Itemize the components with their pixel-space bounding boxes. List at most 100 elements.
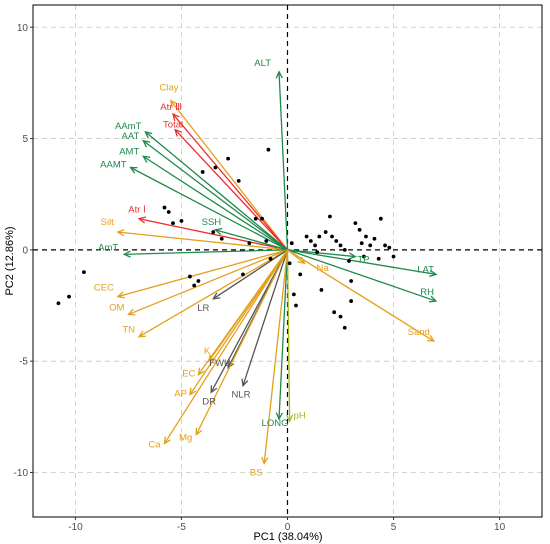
score-point <box>334 239 339 243</box>
vector-label: AAT <box>122 131 140 142</box>
vector-label: Sand <box>408 327 430 338</box>
vector-label: TP <box>357 255 369 266</box>
vector-clay-line <box>170 100 289 251</box>
score-point <box>192 283 197 288</box>
score-point <box>213 165 218 170</box>
vector-label: AmT <box>98 242 118 253</box>
score-points <box>56 147 396 330</box>
score-point <box>391 254 396 259</box>
x-axis-ticks: -10 -5 0 5 10 <box>68 517 506 533</box>
score-point <box>315 250 320 254</box>
vector-arrowhead <box>208 354 216 363</box>
grid <box>33 5 542 517</box>
score-point <box>368 243 373 248</box>
vector-label: Atr Ⅲ <box>160 102 181 113</box>
vector-atr-ⅰ-line <box>138 218 288 251</box>
vector-cec-line <box>117 249 288 298</box>
y-tick-label: 0 <box>22 245 28 256</box>
score-point <box>162 205 167 210</box>
vector-arrowhead <box>127 308 136 316</box>
y-tick-label: 10 <box>17 23 29 34</box>
vector-label: OM <box>109 302 124 313</box>
vector-arrowhead <box>163 436 171 445</box>
vector-label: FWU <box>209 358 231 369</box>
score-point <box>196 279 201 283</box>
vector-label: BS <box>250 468 263 479</box>
x-tick-label: 0 <box>285 522 291 533</box>
score-point <box>294 303 298 308</box>
y-tick-label: 5 <box>22 134 28 145</box>
x-tick-label: 10 <box>494 522 506 533</box>
vector-label: NLR <box>231 390 250 401</box>
x-tick-label: -5 <box>177 522 186 533</box>
vector-label: LONG <box>262 418 289 429</box>
vector-om-line <box>128 249 288 316</box>
vector-label: Atr Ⅰ <box>128 205 146 216</box>
vector-arrowhead <box>212 292 221 300</box>
y-axis-title: PC2 (12.86%) <box>4 226 16 295</box>
score-point <box>289 241 294 246</box>
vector-label: AP <box>174 389 187 400</box>
score-point <box>247 241 252 246</box>
score-point <box>338 314 343 319</box>
vector-label: CEC <box>94 283 114 294</box>
score-point <box>357 227 362 232</box>
score-point <box>298 272 303 277</box>
score-point <box>268 256 273 261</box>
y-axis-ticks: -10 -5 0 5 10 <box>14 23 33 479</box>
vector-tp-line <box>287 249 356 258</box>
vector-arrowhead <box>142 155 151 163</box>
score-point <box>364 234 368 239</box>
vector-arrowhead <box>189 387 197 396</box>
score-point <box>378 216 383 221</box>
score-point <box>266 147 271 152</box>
score-point <box>56 301 61 306</box>
vector-arrowhead <box>429 269 438 277</box>
vector-arrowhead <box>137 330 147 338</box>
score-point <box>342 247 347 252</box>
vector-label: Total <box>163 120 183 131</box>
x-axis-title: PC1 (38.04%) <box>253 531 322 543</box>
score-point <box>359 241 364 246</box>
vector-ap-line <box>189 249 289 395</box>
vector-label: DR <box>202 396 216 407</box>
vector-ssh-line <box>215 229 288 251</box>
score-point <box>328 214 332 219</box>
vector-arrowhead <box>227 360 235 370</box>
vector-long-line <box>278 249 289 420</box>
vector-label: LR <box>197 303 209 314</box>
vector-mg-line <box>195 249 289 435</box>
vector-bs-line <box>263 249 289 464</box>
vector-label: Silt <box>101 217 115 228</box>
score-point <box>82 270 86 275</box>
vector-arrowhead <box>174 128 182 137</box>
vector-arrowhead <box>137 216 146 224</box>
score-point <box>188 274 192 279</box>
loading-vectors <box>116 70 438 466</box>
vector-ec-line <box>197 249 289 375</box>
score-point <box>313 243 317 248</box>
score-point <box>171 221 175 226</box>
score-point <box>387 245 392 250</box>
vector-arrowhead <box>116 229 125 237</box>
vector-amt-line <box>124 249 288 255</box>
score-point <box>349 279 354 283</box>
score-point <box>317 234 322 239</box>
vector-arrowhead <box>169 99 178 108</box>
vector-label: EC <box>182 369 195 380</box>
vector-arrowhead <box>428 295 438 303</box>
score-point <box>287 261 292 266</box>
vector-arrowhead <box>213 227 223 235</box>
score-point <box>226 156 231 161</box>
score-point <box>200 170 205 174</box>
vector-arrowhead <box>195 427 203 436</box>
vector-arrowhead <box>285 414 294 423</box>
vector-arrowhead <box>122 250 131 258</box>
vector-arrowhead <box>197 367 205 376</box>
score-point <box>372 236 377 241</box>
vector-label: RH <box>420 287 434 298</box>
vector-label: ALT <box>254 58 271 69</box>
score-point <box>383 243 387 248</box>
score-point <box>67 294 71 299</box>
